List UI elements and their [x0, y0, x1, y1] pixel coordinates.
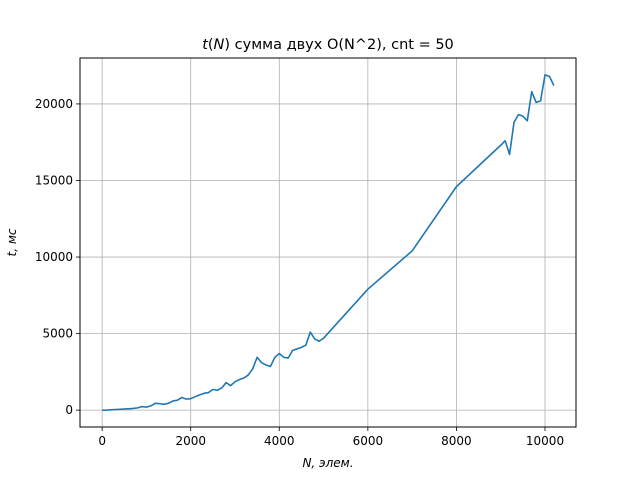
title-paren-open: ( [208, 37, 214, 53]
y-tick-label: 0 [65, 403, 73, 417]
title-var: t [202, 37, 209, 53]
title-arg: N [214, 37, 225, 53]
x-tick-label: 4000 [264, 434, 295, 448]
x-tick-label: 8000 [441, 434, 472, 448]
y-tick-label: 20000 [35, 97, 73, 111]
x-tick-label: 6000 [353, 434, 384, 448]
title-rest: сумма двух O(N^2), cnt = 50 [230, 37, 454, 53]
chart-title: t(N) сумма двух O(N^2), cnt = 50 [202, 37, 454, 53]
grid [80, 58, 576, 427]
series-line [102, 74, 555, 411]
series-layer [102, 74, 555, 411]
ticks: 0 2000 4000 6000 8000 10000 0 5000 10000 15000 200… [35, 97, 564, 448]
x-tick-label: 10000 [526, 434, 564, 448]
y-tick-label: 15000 [35, 173, 73, 187]
y-tick-label: 5000 [42, 327, 73, 341]
y-axis-label: t, мс [5, 228, 19, 256]
x-tick-label: 2000 [175, 434, 206, 448]
y-tick-label: 10000 [35, 250, 73, 264]
plot-frame [79, 57, 577, 428]
x-axis-label: N, элем. [302, 456, 353, 470]
title-paren-close: ) [224, 37, 230, 53]
x-tick-label: 0 [98, 434, 106, 448]
